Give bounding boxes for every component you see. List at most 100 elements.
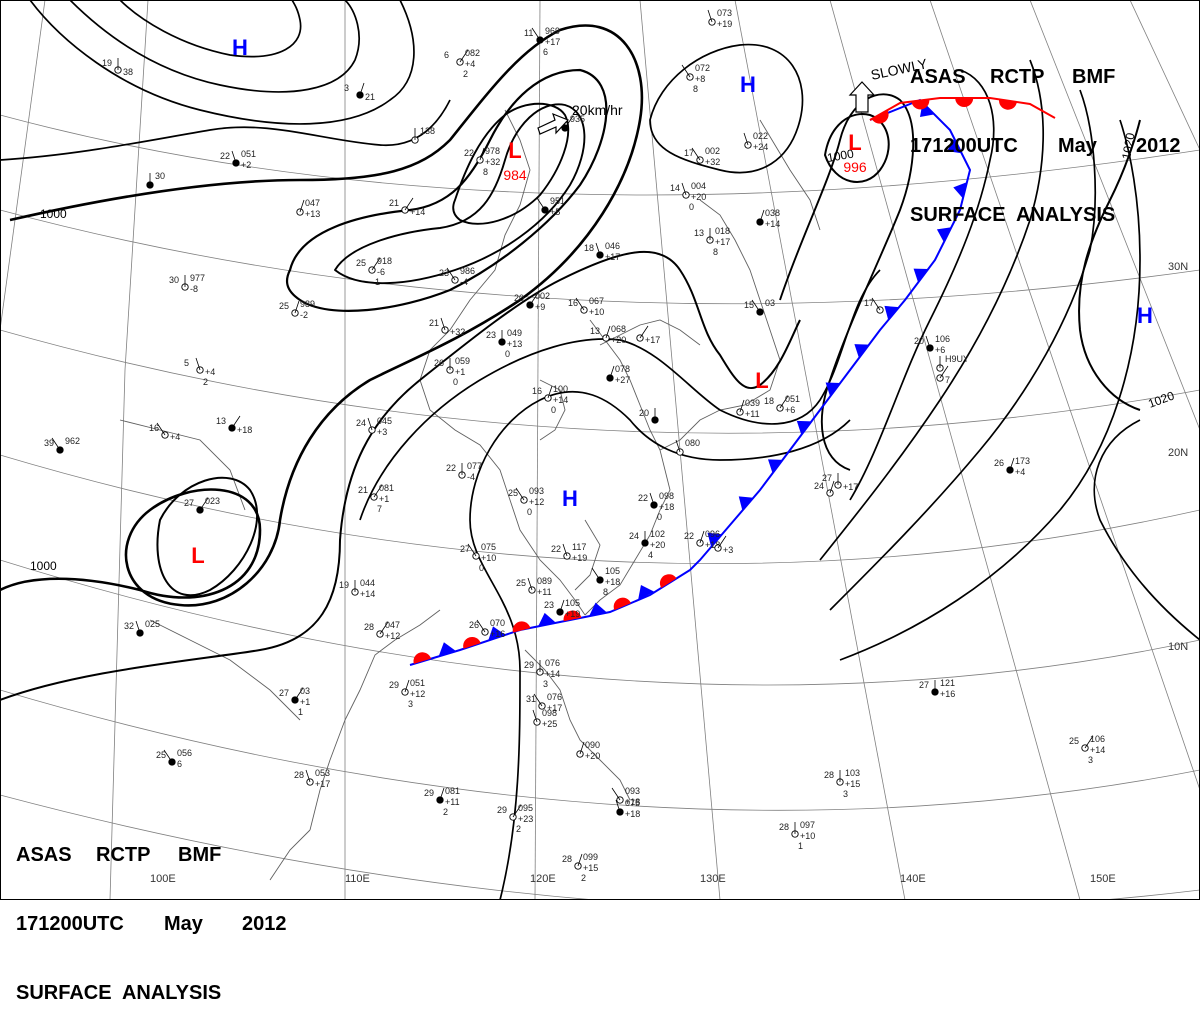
wind-barb <box>564 115 574 129</box>
isobar-label: 1000 <box>30 559 57 573</box>
cold-front-triangle <box>884 305 900 321</box>
station-plot: 21 081+17 <box>358 483 394 514</box>
station-plot: 047+13 <box>296 198 320 219</box>
station-pressure-tendency: +14 <box>545 669 560 679</box>
coastline <box>269 829 311 881</box>
station-temp: 27 <box>279 688 289 698</box>
station-pressure: 951 <box>550 196 565 206</box>
station-plot: 27 03+11 <box>279 686 310 717</box>
isobar-line <box>156 476 259 597</box>
warm-front-semicircle <box>871 110 889 124</box>
station-temp: 25 <box>1069 736 1079 746</box>
station-temp: 21 <box>429 318 439 328</box>
station-plot: 25 989-2 <box>279 299 315 320</box>
station-pressure-tendency: +6 <box>785 405 795 415</box>
station-pressure: 039 <box>745 398 760 408</box>
wind-barb <box>595 242 601 256</box>
warm-front-semicircle <box>463 636 481 649</box>
isobar-line <box>839 119 1141 661</box>
station-weather: 0 <box>551 405 556 415</box>
station-pressure-tendency: -8 <box>190 284 198 294</box>
station-pressure-tendency: +3 <box>723 545 733 555</box>
coastline <box>309 609 441 831</box>
wind-barb <box>577 853 583 867</box>
station-pressure: 080 <box>685 438 700 448</box>
station-pressure: 053 <box>315 768 330 778</box>
station-weather: 3 <box>1088 755 1093 765</box>
station-pressure: 121 <box>940 678 955 688</box>
cold-front-triangle <box>438 642 457 657</box>
wind-barb <box>829 480 835 494</box>
station-weather: 0 <box>527 507 532 517</box>
station-pressure-tendency: +14 <box>1090 745 1105 755</box>
wind-barb <box>371 257 381 271</box>
station-plot: 32 025 <box>124 619 160 637</box>
station-pressure: 105 <box>605 566 620 576</box>
station-pressure-tendency: +6 <box>935 345 945 355</box>
station-pressure-tendency: +32 <box>705 157 720 167</box>
station-pressure-tendency: +24 <box>753 142 768 152</box>
warm-front-semicircle <box>911 99 930 110</box>
station-pressure: 978 <box>485 146 500 156</box>
station-pressure-tendency: +14 <box>410 207 425 217</box>
station-plot: 29 051+123 <box>389 678 425 709</box>
wind-barb <box>925 335 931 349</box>
station-plot: 25 093+120 <box>508 486 544 517</box>
wind-barb <box>579 741 585 755</box>
wind-barb <box>515 487 525 501</box>
station-pressure-tendency: +13 <box>305 209 320 219</box>
station-pressure-tendency: +4 <box>170 432 180 442</box>
station-pressure: 051 <box>785 394 800 404</box>
parallel-line <box>0 454 1200 565</box>
station-weather: 0 <box>505 349 510 359</box>
cold-front-triangle <box>738 496 754 511</box>
station-temp: 28 <box>364 622 374 632</box>
parallel-line <box>0 794 1200 900</box>
station-weather: 1 <box>375 277 380 287</box>
isobar-line <box>469 390 851 900</box>
station-weather: 3 <box>543 679 548 689</box>
header-year: 2012 <box>242 913 287 935</box>
lat-lon-graticule <box>0 0 1200 900</box>
station-pressure: 100 <box>553 384 568 394</box>
station-pressure: 051 <box>241 149 256 159</box>
station-plot: 28 103+153 <box>824 768 860 799</box>
station-plot: 5 +42 <box>184 357 215 387</box>
station-plot: 29 095+232 <box>497 803 533 834</box>
station-pressure: 049 <box>507 328 522 338</box>
station-pressure-tendency: +15 <box>845 779 860 789</box>
station-plot: 31 076+17 <box>526 692 562 713</box>
station-temp: 13 <box>590 326 600 336</box>
station-pressure-tendency: 6 <box>177 759 182 769</box>
station-pressure-tendency: +18 <box>625 809 640 819</box>
isobar-line <box>849 69 995 501</box>
cold-front-triangle <box>953 182 967 199</box>
station-pressure: 138 <box>420 126 435 136</box>
station-pressure-tendency: +11 <box>445 797 460 807</box>
station-plot: 26 059+10 <box>434 356 470 387</box>
station-pressure: 018 <box>715 226 730 236</box>
station-pressure: 090 <box>585 740 600 750</box>
station-temp: 28 <box>294 770 304 780</box>
wind-barb <box>717 535 727 549</box>
isobar-line <box>334 103 586 285</box>
station-pressure: 046 <box>605 241 620 251</box>
wind-barb <box>459 49 469 63</box>
wind-barb <box>305 769 311 783</box>
parallel-line <box>0 329 1200 434</box>
station-pressure-tendency: +32 <box>485 157 500 167</box>
meridian-line <box>109 0 149 900</box>
cold-front-triangle <box>589 602 607 617</box>
wind-barb <box>476 619 486 633</box>
station-plot: 20 002+9 <box>514 291 550 312</box>
station-pressure-tendency: +4 <box>205 367 215 377</box>
station-pressure: 073 <box>717 8 732 18</box>
station-temp: 19 <box>102 58 112 68</box>
station-plot: 22 077-4 <box>446 461 482 482</box>
map-header-top-right: ASAS RCTP BMF 171200UTC May 2012 SURFACE ANA… <box>910 20 1181 250</box>
station-temp: 13 <box>694 228 704 238</box>
station-pressure: 102 <box>650 529 665 539</box>
station-plot: 29 081+112 <box>424 786 460 817</box>
station-temp: 20 <box>639 408 649 418</box>
parallel-line <box>0 559 1200 686</box>
